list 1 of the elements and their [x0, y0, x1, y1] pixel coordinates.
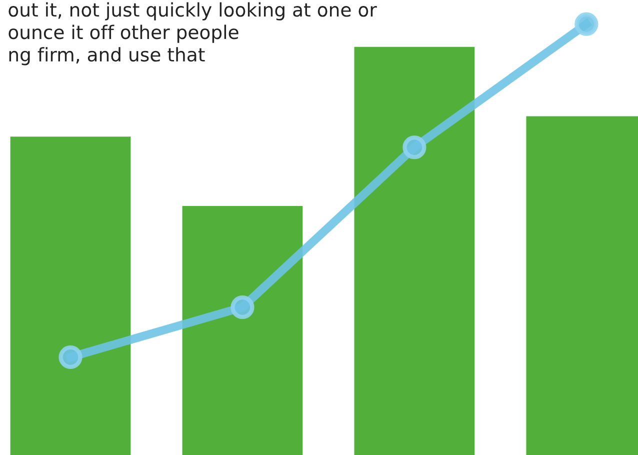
- annotation: out it, not just quickly looking at one or ounce it off other people ng firm, and use that: [8, 2, 377, 66]
